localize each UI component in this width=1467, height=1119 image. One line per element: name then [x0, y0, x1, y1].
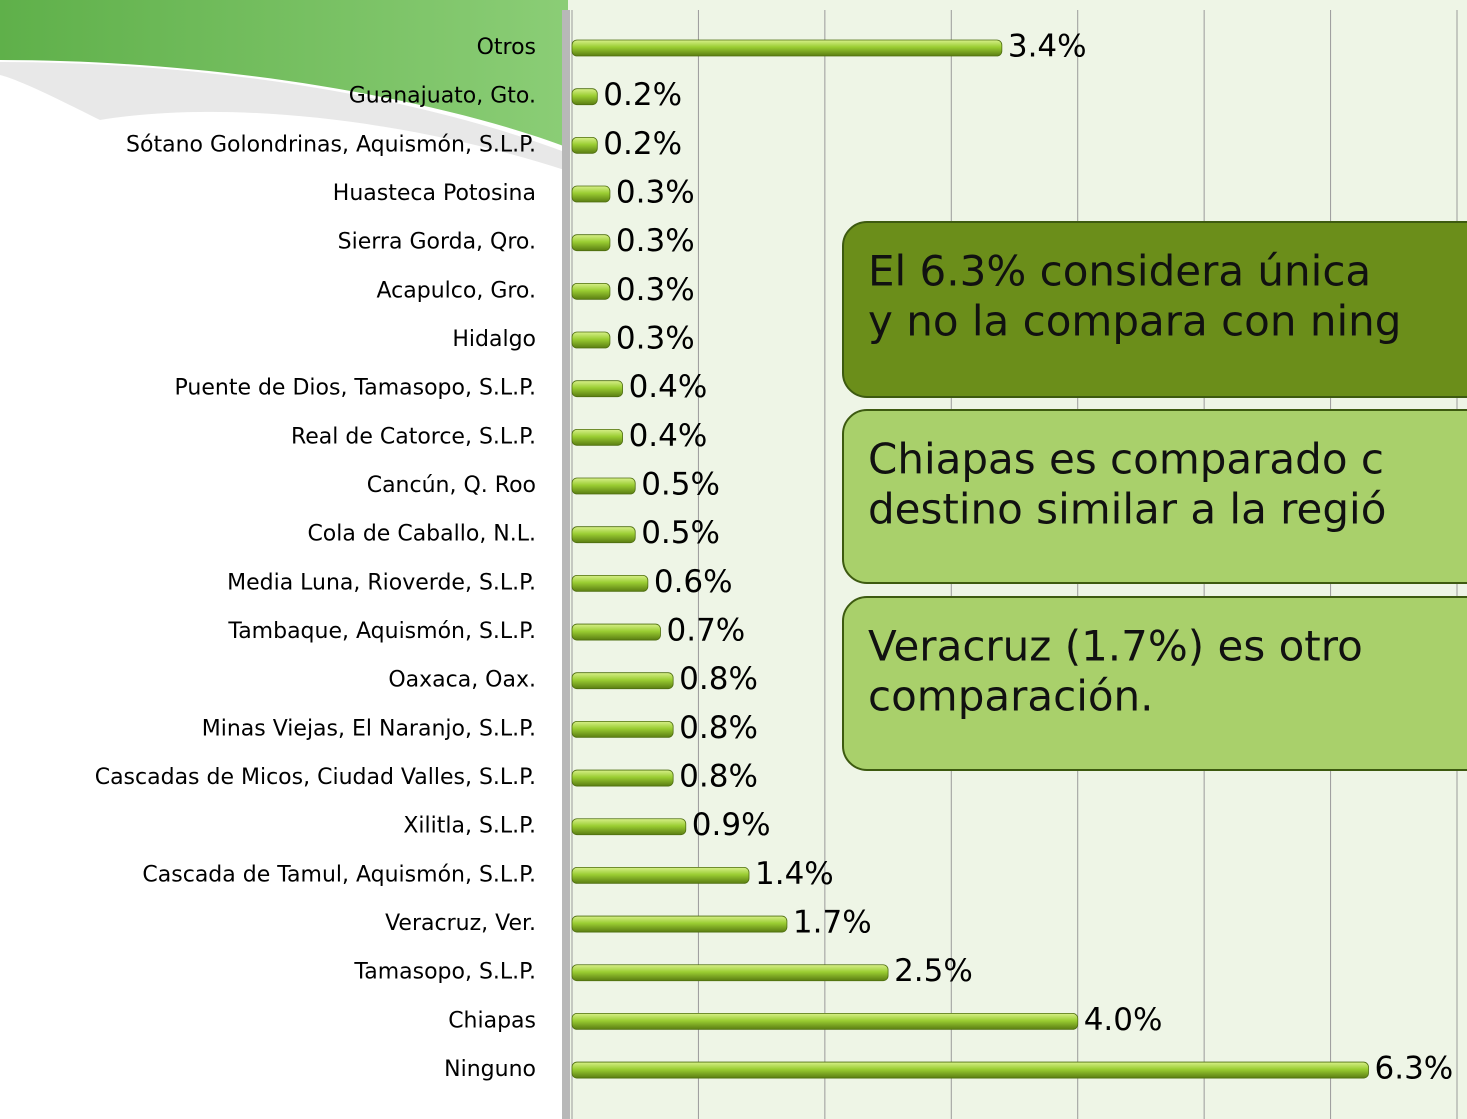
y-tick-label: Real de Catorce, S.L.P.: [291, 424, 536, 449]
bar: [571, 526, 636, 544]
y-tick-label: Cola de Caballo, N.L.: [307, 522, 536, 547]
bar: [571, 574, 649, 592]
bar: [571, 672, 674, 690]
value-label: 0.4%: [629, 418, 708, 454]
bar: [571, 136, 598, 154]
bar: [571, 769, 674, 787]
bar: [571, 185, 611, 203]
value-label: 0.8%: [679, 759, 758, 795]
value-label: 4.0%: [1084, 1002, 1163, 1038]
value-label: 3.4%: [1008, 29, 1087, 65]
callout-box: [842, 596, 1467, 771]
y-tick-label: Puente de Dios, Tamasopo, S.L.P.: [175, 376, 536, 401]
axis-wall: [562, 10, 570, 1119]
y-tick-label: Cascadas de Micos, Ciudad Valles, S.L.P.: [95, 765, 536, 790]
y-tick-label: Otros: [477, 35, 536, 60]
bar: [571, 818, 687, 836]
y-tick-label: Chiapas: [448, 1008, 536, 1033]
bar: [571, 428, 623, 446]
value-label: 0.3%: [616, 272, 695, 308]
y-tick-label: Media Luna, Rioverde, S.L.P.: [227, 570, 536, 595]
value-label: 0.9%: [692, 807, 771, 843]
bar: [571, 1061, 1369, 1079]
bar: [571, 720, 674, 738]
value-label: 0.8%: [679, 661, 758, 697]
value-label: 1.7%: [793, 905, 872, 941]
value-label: 2.5%: [894, 953, 973, 989]
bar: [571, 88, 598, 106]
bar: [571, 915, 788, 933]
y-tick-label: Acapulco, Gro.: [377, 278, 536, 303]
value-label: 0.3%: [616, 321, 695, 357]
decoration: [0, 0, 620, 170]
callout-text: comparación.: [868, 672, 1154, 721]
y-tick-label: Huasteca Potosina: [333, 181, 536, 206]
value-label: 0.3%: [616, 175, 695, 211]
value-label: 0.2%: [603, 126, 682, 162]
callout-text: Chiapas es comparado c: [868, 435, 1384, 484]
y-tick-label: Ninguno: [444, 1057, 536, 1082]
value-label: 0.4%: [629, 369, 708, 405]
y-tick-label: Cancún, Q. Roo: [367, 473, 536, 498]
callout-text: El 6.3% considera única: [868, 247, 1371, 296]
y-tick-label: Veracruz, Ver.: [385, 911, 536, 936]
value-label: 0.8%: [679, 710, 758, 746]
value-label: 0.5%: [641, 515, 720, 551]
value-label: 0.2%: [603, 77, 682, 113]
y-tick-label: Tambaque, Aquismón, S.L.P.: [227, 619, 536, 644]
y-tick-label: Oaxaca, Oax.: [388, 668, 536, 693]
bar: [571, 477, 636, 495]
decoration: [0, 62, 620, 190]
y-tick-label: Sierra Gorda, Qro.: [338, 230, 536, 255]
callout-text: Veracruz (1.7%) es otro: [868, 622, 1363, 671]
y-tick-label: Hidalgo: [452, 327, 536, 352]
y-tick-label: Guanajuato, Gto.: [349, 84, 536, 109]
bar: [571, 1013, 1079, 1030]
y-tick-label: Minas Viejas, El Naranjo, S.L.P.: [202, 716, 536, 741]
callout-box: [842, 409, 1467, 584]
bar: [571, 380, 623, 398]
bar: [571, 866, 750, 884]
value-label: 0.3%: [616, 223, 695, 259]
value-label: 0.7%: [667, 613, 746, 649]
callout-text: destino similar a la regió: [868, 485, 1386, 534]
value-label: 0.6%: [654, 564, 733, 600]
callout-box: [842, 221, 1467, 398]
bar: [571, 282, 611, 300]
callout-text: y no la compara con ning: [868, 297, 1401, 346]
value-label: 1.4%: [755, 856, 834, 892]
y-tick-label: Sótano Golondrinas, Aquismón, S.L.P.: [126, 132, 536, 157]
bar: [571, 331, 611, 349]
bar: [571, 623, 661, 641]
bar: [571, 234, 611, 252]
bar: [571, 964, 889, 982]
y-tick-label: Xilitla, S.L.P.: [403, 814, 536, 839]
value-label: 0.5%: [641, 467, 720, 503]
y-tick-label: Tamasopo, S.L.P.: [353, 960, 536, 985]
y-tick-label: Cascada de Tamul, Aquismón, S.L.P.: [142, 862, 536, 887]
bar: [571, 39, 1003, 57]
value-label: 6.3%: [1375, 1051, 1454, 1087]
